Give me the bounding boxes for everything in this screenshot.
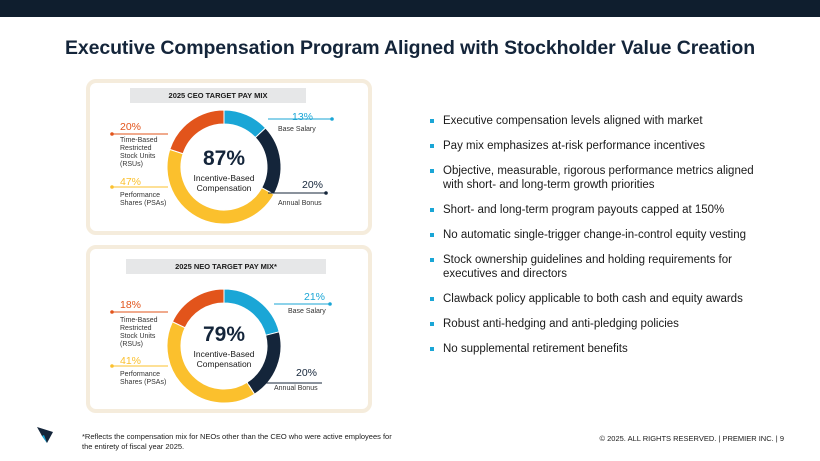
bullet-square-icon: [430, 233, 434, 237]
list-item: Objective, measurable, rigorous performa…: [430, 164, 770, 192]
neo-leader-dot: [248, 381, 252, 385]
list-item: No automatic single-trigger change-in-co…: [430, 228, 770, 242]
ceo-leader-dot: [110, 185, 114, 189]
neo-rsu-pct: 18%: [120, 299, 142, 311]
ceo-center-label-2: Compensation: [196, 183, 252, 193]
neo-slice-time-based-restricted-stock-units-rsus: [171, 288, 225, 329]
ceo-psa-label-2: Shares (PSAs): [120, 200, 167, 207]
neo-psa-label-1: Performance: [120, 371, 161, 378]
ceo-leader-dot: [324, 191, 328, 195]
ceo-leader-dot: [330, 117, 334, 121]
footnote: *Reflects the compensation mix for NEOs …: [82, 432, 392, 451]
bullet-square-icon: [430, 322, 434, 326]
bullet-square-icon: [430, 144, 434, 148]
ceo-center-pct: 87%: [202, 147, 246, 170]
neo-leader-dot: [110, 310, 114, 314]
list-item: No supplemental retirement benefits: [430, 342, 770, 356]
ceo-slice-time-based-restricted-stock-units-rsus: [169, 109, 225, 155]
ceo-rsu-label-1: Time-Based: [120, 137, 158, 144]
ceo-base-label: Base Salary: [278, 126, 316, 133]
neo-pay-mix-card: 2025 NEO TARGET PAY MIX* 79% Incentive-B…: [86, 245, 372, 413]
ceo-bonus-label: Annual Bonus: [278, 200, 322, 207]
neo-rsu-label-2: Restricted: [120, 325, 152, 332]
ceo-center-label-1: Incentive-Based: [193, 173, 255, 183]
ceo-card-heading: 2025 CEO TARGET PAY MIX: [130, 88, 306, 103]
neo-leader-dot: [328, 302, 332, 306]
neo-card-heading: 2025 NEO TARGET PAY MIX*: [126, 259, 326, 274]
ceo-leader-dot: [110, 132, 114, 136]
ceo-psa-label-1: Performance: [120, 192, 161, 199]
ceo-base-pct: 13%: [292, 111, 314, 123]
neo-center-pct: 79%: [202, 323, 246, 346]
list-item: Executive compensation levels aligned wi…: [430, 114, 770, 128]
neo-leader-dot: [110, 364, 114, 368]
neo-rsu-label-3: Stock Units: [120, 333, 156, 340]
neo-rsu-label-1: Time-Based: [120, 317, 158, 324]
ceo-rsu-pct: 20%: [120, 121, 142, 133]
top-bar: [0, 0, 820, 17]
neo-base-pct: 21%: [304, 291, 326, 303]
page-title: Executive Compensation Program Aligned w…: [64, 37, 756, 59]
list-item: Clawback policy applicable to both cash …: [430, 292, 770, 306]
neo-center-label-1: Incentive-Based: [193, 349, 255, 359]
neo-rsu-label-4: (RSUs): [120, 341, 143, 348]
neo-donut-chart: [110, 288, 332, 404]
bullet-square-icon: [430, 297, 434, 301]
ceo-bonus-pct: 20%: [302, 179, 324, 191]
list-item: Short- and long-term program payouts cap…: [430, 203, 770, 217]
ceo-psa-pct: 47%: [120, 176, 142, 188]
list-item: Stock ownership guidelines and holding r…: [430, 253, 770, 281]
ceo-rsu-label-2: Restricted: [120, 145, 152, 152]
highlights-list: Executive compensation levels aligned wi…: [430, 114, 770, 367]
neo-bonus-pct: 20%: [296, 367, 318, 379]
ceo-rsu-label-4: (RSUs): [120, 161, 143, 168]
copyright: © 2025. ALL RIGHTS RESERVED. | PREMIER I…: [599, 434, 784, 443]
neo-base-label: Base Salary: [288, 308, 326, 315]
bullet-square-icon: [430, 208, 434, 212]
ceo-pay-mix-card: 2025 CEO TARGET PAY MIX 87% Incentive-Ba…: [86, 79, 372, 235]
bullet-square-icon: [430, 258, 434, 262]
bullet-square-icon: [430, 119, 434, 123]
list-item: Pay mix emphasizes at-risk performance i…: [430, 139, 770, 153]
premier-logo-icon: [37, 427, 53, 443]
bullet-square-icon: [430, 169, 434, 173]
list-item: Robust anti-hedging and anti-pledging po…: [430, 317, 770, 331]
bullet-square-icon: [430, 347, 434, 351]
ceo-donut-chart: [110, 109, 334, 225]
neo-center-label-2: Compensation: [196, 359, 252, 369]
ceo-rsu-label-3: Stock Units: [120, 153, 156, 160]
neo-bonus-label: Annual Bonus: [274, 385, 318, 392]
neo-psa-pct: 41%: [120, 355, 142, 367]
neo-psa-label-2: Shares (PSAs): [120, 379, 167, 386]
